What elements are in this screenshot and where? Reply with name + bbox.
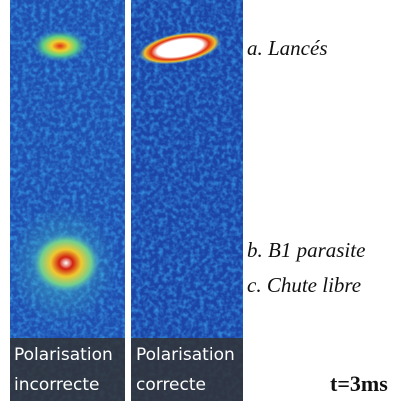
annotation: b. B1 parasite [247, 238, 365, 262]
annotation: a. Lancés [247, 36, 328, 60]
time-label: t=3ms [330, 371, 388, 396]
panel-right [131, 0, 243, 401]
caption: Polarisation [14, 345, 113, 365]
panel-left [7, 0, 125, 401]
caption: correcte [136, 375, 206, 395]
caption: Polarisation [136, 345, 235, 365]
caption: incorrecte [14, 375, 99, 395]
annotation: c. Chute libre [247, 273, 361, 297]
